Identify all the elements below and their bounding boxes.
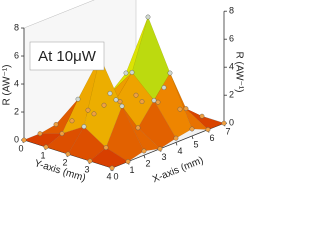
y-tick-label: 0 — [18, 143, 23, 153]
data-point — [151, 98, 157, 103]
x-tick-label: 3 — [161, 152, 166, 162]
data-point — [189, 126, 195, 132]
z-tick-label: 4 — [14, 78, 19, 88]
x-tick-label: 4 — [177, 146, 182, 156]
data-point — [43, 144, 49, 150]
z-tick-label-right: 8 — [229, 6, 234, 16]
data-point — [91, 111, 97, 117]
data-point — [145, 14, 151, 20]
x-tick-label: 1 — [129, 165, 134, 175]
data-point — [53, 122, 59, 127]
data-point — [157, 146, 163, 152]
data-point — [117, 99, 123, 105]
z-axis-label-right: R (AW⁻¹) — [233, 51, 244, 92]
x-tick-label: 0 — [113, 171, 118, 181]
data-point — [205, 127, 211, 133]
data-point — [123, 70, 129, 76]
z-tick-label-right: 2 — [229, 90, 234, 100]
x-tick-label: 6 — [209, 133, 214, 143]
z-tick-label: 6 — [14, 50, 19, 60]
data-point — [139, 99, 145, 105]
x-axis-label: X-axis (mm) — [151, 155, 205, 185]
data-point — [135, 125, 141, 131]
data-point — [37, 131, 43, 137]
data-point — [87, 158, 93, 164]
y-axis-label: Y-axis (mm) — [33, 158, 87, 184]
data-point — [59, 131, 65, 137]
data-point — [167, 70, 173, 76]
data-point — [21, 137, 27, 143]
data-point — [65, 151, 71, 157]
data-point — [103, 145, 109, 151]
data-point — [199, 113, 205, 119]
data-point — [69, 118, 75, 124]
annotation: At 10μW — [38, 48, 97, 65]
x-axis — [111, 122, 225, 169]
data-point — [119, 103, 125, 109]
z-tick-label-right: 6 — [229, 34, 234, 44]
data-point — [177, 106, 183, 112]
x-tick-label: 2 — [145, 159, 150, 169]
annotation-box — [29, 41, 105, 71]
z-tick-label-right: 4 — [229, 62, 234, 72]
x-tick — [191, 135, 194, 140]
z-tick-label: 2 — [14, 106, 19, 116]
data-point — [81, 124, 87, 130]
y-tick-label: 2 — [62, 157, 67, 167]
data-point — [107, 91, 113, 96]
x-tick — [175, 142, 178, 146]
y-tick-label: 3 — [84, 164, 89, 174]
data-point — [101, 102, 107, 108]
y-tick-label: 1 — [40, 150, 45, 160]
data-point — [129, 70, 135, 75]
data-point — [155, 99, 161, 105]
data-point — [109, 165, 115, 171]
data-point — [133, 92, 139, 98]
x-tick-label: 7 — [225, 127, 230, 137]
z-axis-label: R (AW⁻¹) — [2, 64, 13, 105]
y-tick-label: 4 — [106, 171, 111, 181]
data-point — [113, 97, 119, 103]
data-point — [75, 96, 81, 102]
data-point — [141, 148, 147, 154]
data-point — [161, 85, 167, 91]
z-tick-label: 8 — [14, 22, 19, 32]
z-tick-label: 0 — [14, 134, 19, 144]
x-tick — [143, 155, 146, 159]
x-tick-label: 5 — [193, 139, 198, 149]
data-point — [221, 120, 227, 126]
data-point — [183, 106, 189, 112]
data-point — [173, 135, 179, 141]
data-point — [85, 107, 91, 113]
z-tick-label-right: 0 — [229, 118, 234, 128]
data-point — [125, 159, 131, 165]
